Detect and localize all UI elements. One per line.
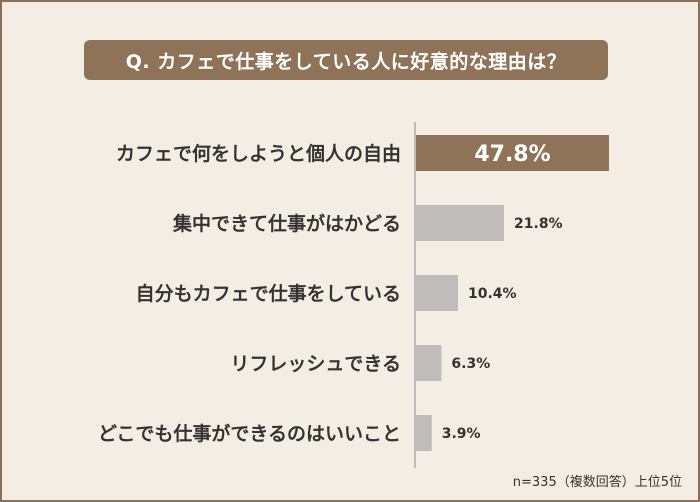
bar (416, 135, 609, 171)
question-title: Q. カフェで仕事をしている人に好意的な理由は？ (84, 40, 608, 80)
value-label: 10.4% (468, 286, 517, 302)
bar (416, 345, 442, 381)
sample-note: n=335（複数回答）上位5位 (512, 475, 682, 490)
value-label: 21.8% (514, 216, 563, 232)
value-label: 3.9% (442, 426, 481, 442)
category-label: どこでも仕事ができるのはいいこと (98, 422, 401, 445)
category-label: 集中できて仕事がはかどる (172, 212, 401, 235)
category-label: 自分もカフェで仕事をしている (136, 282, 401, 305)
bar (416, 275, 458, 311)
bar (416, 205, 505, 241)
bar (416, 415, 432, 451)
value-label: 47.8% (474, 142, 550, 167)
value-label: 6.3% (451, 356, 490, 372)
category-label: リフレッシュできる (230, 353, 401, 375)
category-label: カフェで何をしようと個人の自由 (116, 142, 401, 165)
